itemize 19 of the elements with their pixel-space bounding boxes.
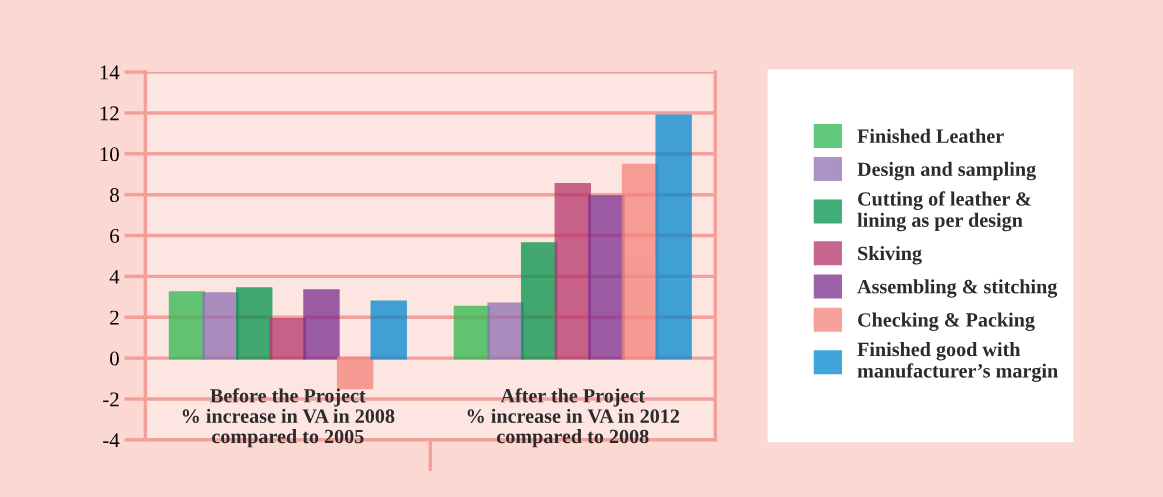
y-tick-label: -2 — [103, 392, 119, 407]
legend-label: Skiving — [858, 246, 922, 265]
legend-label: Checking & Packing — [858, 312, 1035, 331]
y-tick-label: 4 — [109, 269, 120, 284]
legend-label: Cutting of leather & lining as per design — [857, 191, 1031, 232]
x-tick-label: After the Project % increase in VA in 2012 compared to 2008 — [467, 388, 680, 448]
y-tick-label: 2 — [110, 310, 119, 325]
legend-label: Assembling & stitching — [857, 279, 1058, 298]
y-tick-label: 10 — [100, 147, 119, 162]
legend-label: Finished Leather — [857, 128, 1004, 143]
x-tick-label: Before the Project % increase in VA in 2008 compared to 2005 — [182, 388, 395, 448]
legend-label: Finished good with manufacturer’s margin — [857, 342, 1058, 382]
y-tick-label: 0 — [110, 351, 119, 366]
y-tick-label: -4 — [103, 433, 120, 448]
y-tick-label: 6 — [110, 228, 120, 243]
y-tick-label: 12 — [100, 106, 119, 121]
legend-label: Design and sampling — [857, 161, 1036, 181]
y-tick-label: 8 — [110, 188, 119, 203]
y-tick-label: 14 — [100, 65, 120, 80]
